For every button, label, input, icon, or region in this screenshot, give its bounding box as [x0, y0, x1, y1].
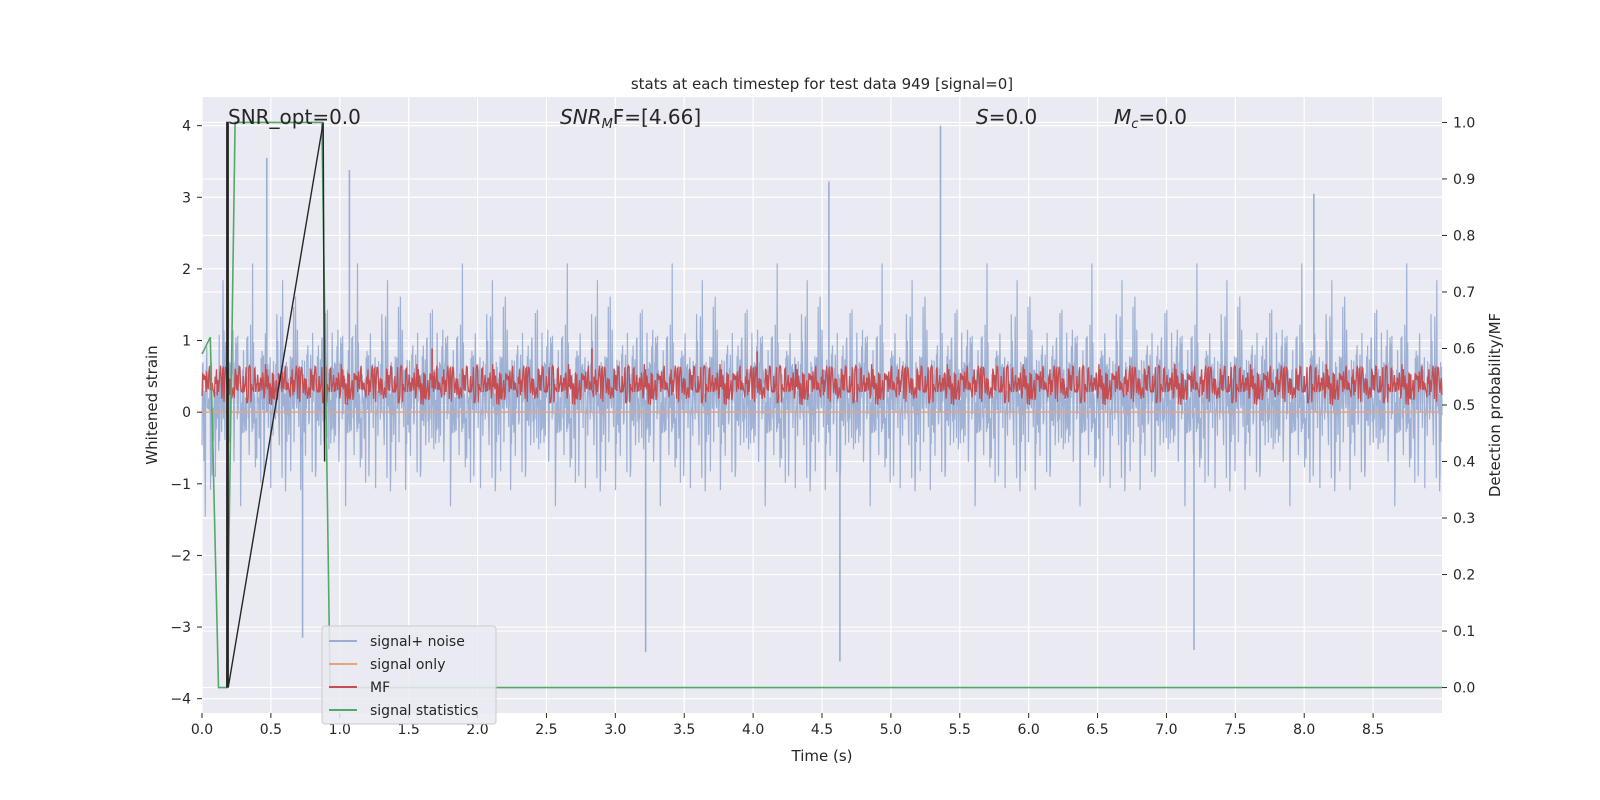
y-tick-label: 0: [182, 405, 191, 421]
series-mf: [201, 363, 1443, 406]
y-tick-label: −2: [170, 548, 191, 564]
y-right-tick-label: 0.7: [1453, 285, 1475, 301]
x-tick-label: 4.5: [811, 722, 833, 738]
x-tick-label: 8.5: [1362, 722, 1384, 738]
series-layer: [201, 121, 1443, 689]
y-right-tick-label: 0.4: [1453, 455, 1475, 471]
annotation-s-value: =0.0: [989, 105, 1038, 129]
y-tick-label: 4: [182, 119, 191, 135]
x-tick-label: 7.5: [1224, 722, 1246, 738]
series-signal-statistics: [201, 121, 1442, 689]
x-tick-label: 0.0: [191, 722, 213, 738]
y-tick-label: −4: [170, 692, 191, 708]
annotation-s-var: S: [976, 105, 989, 129]
annotations: SNR_opt=0.0 SNRMF=[4.66] S=0.0 Mc=0.0: [228, 105, 1187, 132]
x-tick-label: 8.0: [1293, 722, 1315, 738]
y-right-tick-label: 0.0: [1453, 681, 1475, 697]
x-tick-label: 2.0: [466, 722, 488, 738]
y-tick-label: 1: [182, 334, 191, 350]
chart-title: stats at each timestep for test data 949…: [631, 75, 1013, 93]
annotation-mc-sub: c: [1131, 117, 1138, 132]
x-tick-label: 5.5: [949, 722, 971, 738]
legend-label-signal-statistics: signal statistics: [370, 703, 478, 719]
annotation-mc-var: M: [1114, 105, 1131, 129]
y-right-tick-label: 0.9: [1453, 172, 1475, 188]
y-right-tick-label: 0.2: [1453, 568, 1475, 584]
x-tick-label: 4.0: [742, 722, 764, 738]
legend: signal+ noise signal only MF signal stat…: [321, 625, 497, 725]
x-tick-label: 5.0: [880, 722, 902, 738]
y-right-tick-label: 0.5: [1453, 398, 1475, 414]
legend-label-signal-only: signal only: [370, 657, 445, 673]
annotation-snr-mf-suffix: F=[4.66]: [613, 105, 701, 129]
y-right-tick-label: 0.1: [1453, 624, 1475, 640]
x-axis-label: Time (s): [791, 747, 853, 765]
annotation-snr-opt: SNR_opt=0.0: [228, 105, 361, 129]
annotation-snr-mf-prefix: SNR: [560, 105, 602, 129]
y-right-tick-label: 0.6: [1453, 341, 1475, 357]
x-tick-label: 1.0: [329, 722, 351, 738]
y-tick-label: 2: [182, 262, 191, 278]
y-right-tick-label: 1.0: [1453, 115, 1475, 131]
annotation-snr-mf-sub: M: [602, 117, 613, 132]
annotation-s: S=0.0: [976, 105, 1037, 129]
y-tick-label: −1: [170, 477, 191, 493]
legend-box: [321, 625, 497, 725]
x-tick-label: 3.0: [604, 722, 626, 738]
annotation-snr-mf: SNRMF=[4.66]: [560, 105, 701, 132]
y-tick-label: 3: [182, 190, 191, 206]
series-detection-outline: [226, 121, 326, 688]
y-right-tick-label: 0.3: [1453, 511, 1475, 527]
x-tick-label: 0.5: [260, 722, 282, 738]
x-tick-label: 7.0: [1155, 722, 1177, 738]
x-tick-label: 3.5: [673, 722, 695, 738]
legend-label-signal-noise: signal+ noise: [370, 634, 465, 650]
ticks: 0.0 0.5 1.0 1.5 2.0 2.5 3.0 3.5 4.0 4.5 5.0 5.5 6.0 6…: [170, 115, 1475, 738]
x-tick-label: 1.5: [398, 722, 420, 738]
series-signal-noise: [201, 263, 1443, 517]
x-tick-label: 6.0: [1018, 722, 1040, 738]
y-axis-label: Whitened strain: [143, 345, 161, 464]
y-right-axis-label: Detection probability/MF: [1486, 313, 1504, 497]
legend-label-mf: MF: [370, 680, 390, 696]
x-tick-label: 2.5: [535, 722, 557, 738]
y-right-tick-label: 0.8: [1453, 228, 1475, 244]
annotation-mc-value: =0.0: [1138, 105, 1187, 129]
y-tick-label: −3: [170, 620, 191, 636]
annotation-mc: Mc=0.0: [1114, 105, 1187, 132]
x-tick-label: 6.5: [1086, 722, 1108, 738]
